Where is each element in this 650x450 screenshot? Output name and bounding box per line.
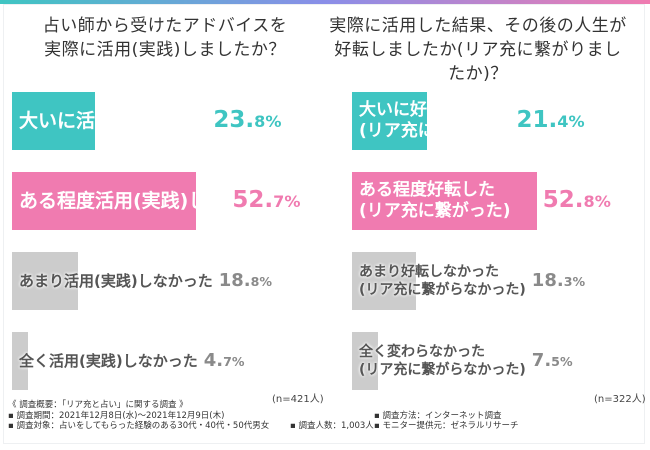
chart-left: 大いに活用(実践)した 23.8% ある程度活用(実践)した 52.7% あまり活用(実…: [12, 92, 307, 392]
bar-value-unit: %: [259, 274, 272, 290]
bar: [352, 252, 417, 310]
bar-category-label-line: ある程度活用(実践)した: [19, 189, 227, 212]
bar-value-int: 4.: [203, 350, 224, 372]
bar-value-label: 52.7%: [232, 187, 300, 213]
bar-value-unit: %: [572, 274, 586, 290]
footer-heading: 《 調査概要：「リア充と占い」に関する調査 》: [8, 400, 188, 410]
bar-category-label: 大いに活用(実践)した: [19, 110, 207, 133]
bar-category-label-line: 大いに活用(実践)した: [19, 109, 208, 132]
bar-value-label: 23.8%: [213, 107, 281, 133]
bar-value-int: 18.: [218, 270, 251, 292]
bar-value-dec: 8: [250, 274, 260, 290]
bar-value-label: 21.4%: [517, 107, 585, 133]
bar-value-dec: 4: [557, 112, 569, 132]
bar-category-label-line: (リア充に繋がらなかった): [359, 282, 526, 298]
sample-size-right: (n=322人): [594, 394, 646, 405]
bar-category-label: ある程度好転した (リア充に繋がった): [359, 180, 511, 222]
bar-value-dec: 7: [273, 192, 285, 212]
bar-value-dec: 7: [223, 354, 232, 370]
bar-value-unit: %: [284, 192, 301, 212]
bar-category-label-line: 大いに好転した: [359, 100, 478, 120]
chart-title-right-line-2: 好転しましたか(リア充に繋がりましたか)？: [334, 40, 622, 84]
survey-footer: 《 調査概要：「リア充と占い」に関する調査 》 ▪ 調査期間：2021年12月8…: [8, 400, 648, 432]
chart-title-left-line-2: 実際に活用(実践)しましたか？: [44, 40, 286, 60]
bar-value-dec: 8: [583, 192, 595, 212]
bar-value-unit: %: [568, 112, 585, 132]
bar-value-label: 4.7%: [204, 350, 245, 371]
chart-title-left: 占い師から受けたアドバイスを 実際に活用(実践)しましたか？: [30, 14, 300, 62]
bar: [352, 332, 379, 390]
footer-provider: ▪ モニター提供元：ゼネラルリサーチ: [374, 421, 519, 431]
bar-category-label: あまり活用(実践)しなかった: [19, 272, 213, 291]
bar-category-label-line: あまり活用(実践)しなかった: [19, 271, 213, 290]
bar-category-label: 全く変わらなかった (リア充に繋がらなかった): [359, 343, 526, 379]
bar-value-int: 18.: [531, 270, 564, 292]
bar-category-label: 大いに好転した (リア充に繋がった): [359, 100, 511, 142]
bar-value-dec: 3: [563, 274, 573, 290]
bar-value-int: 23.: [213, 107, 255, 134]
bar-value-unit: %: [559, 354, 573, 370]
bar-value-label: 52.8%: [543, 187, 611, 213]
bar: [352, 92, 427, 150]
bar-value-unit: %: [265, 112, 282, 132]
bar-value-dec: 8: [254, 112, 266, 132]
footer-period: ▪ 調査期間：2021年12月8日(水)～2021年12月9日(木): [8, 410, 225, 421]
bar: [12, 332, 29, 390]
bar-category-label-line: (リア充に繋がった): [359, 121, 511, 141]
bar: [12, 172, 197, 230]
chart-title-right: 実際に活用した結果、その後の人生が 好転しましたか(リア充に繋がりましたか)？: [328, 14, 628, 86]
footer-target: ▪ 調査対象：占いをしてもらった経験のある30代・40代・50代男女: [8, 421, 270, 431]
bar: [12, 252, 78, 310]
chart-title-right-line-1: 実際に活用した結果、その後の人生が: [329, 16, 627, 36]
bar-value-label: 18.3%: [532, 270, 585, 291]
bar: [12, 92, 96, 150]
bar-category-label: ある程度活用(実践)した: [19, 190, 226, 213]
bar-value-int: 21.: [516, 107, 558, 134]
bar-value-dec: 5: [551, 354, 560, 370]
top-gradient-bar: [0, 0, 650, 4]
sample-size-left: (n=421人): [272, 394, 324, 405]
chart-right: 大いに好転した (リア充に繋がった) 21.4% ある程度好転した (リア充に繋がった)…: [352, 92, 647, 392]
page-frame: [3, 4, 645, 444]
bar-category-label-line: あまり好転しなかった: [359, 264, 499, 280]
bar-category-label-line: ある程度好転した: [359, 180, 495, 200]
bar-value-int: 52.: [542, 187, 584, 214]
bar-value-unit: %: [231, 354, 245, 370]
bar-category-label-line: 全く活用(実践)しなかった: [19, 351, 198, 370]
footer-count: ▪ 調査人数：1,003人: [290, 421, 374, 431]
bar-category-label: あまり好転しなかった (リア充に繋がらなかった): [359, 263, 526, 299]
bar-category-label-line: (リア充に繋がった): [359, 201, 511, 221]
bar-value-label: 18.8%: [219, 270, 272, 291]
bar-category-label-line: 全く変わらなかった: [359, 344, 485, 360]
bar-category-label-line: (リア充に繋がらなかった): [359, 362, 526, 378]
bar-value-label: 7.5%: [532, 350, 573, 371]
bar-value-int: 52.: [232, 187, 274, 214]
footer-method: ▪ 調査方法：インターネット調査: [374, 410, 502, 421]
bar-category-label: 全く活用(実践)しなかった: [19, 352, 198, 371]
bar-value-unit: %: [594, 192, 611, 212]
bar: [352, 172, 537, 230]
chart-title-left-line-1: 占い師から受けたアドバイスを: [42, 16, 288, 36]
bar-value-int: 7.: [531, 350, 552, 372]
